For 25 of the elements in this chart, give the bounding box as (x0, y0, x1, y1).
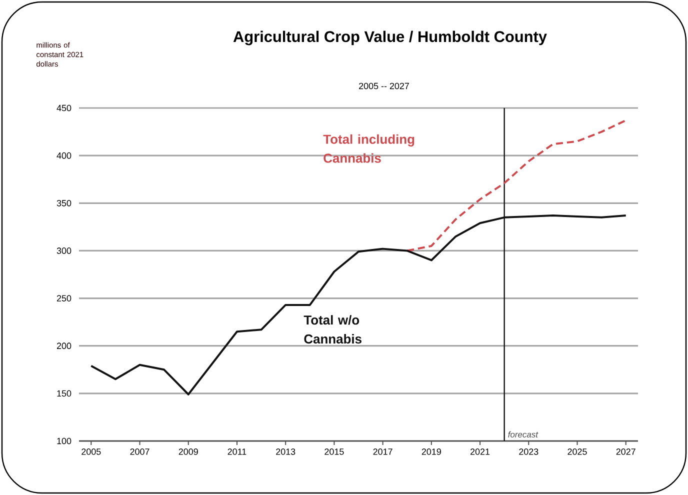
y-tick-label: 150 (57, 390, 72, 397)
x-tick-label: 2011 (228, 448, 246, 455)
x-tick-label: 2015 (324, 448, 344, 455)
x-tick-label: 2007 (130, 448, 150, 455)
x-tick-label: 2013 (276, 448, 296, 455)
x-tick-label: 2019 (422, 448, 441, 455)
y-tick-label: 350 (56, 200, 72, 206)
y-tick-label: 400 (56, 152, 72, 159)
x-tick-label: 2025 (568, 448, 587, 455)
text: Total including Cannabis (323, 134, 414, 163)
y-tick-label: 250 (56, 295, 72, 302)
x-tick-label: 2021 (470, 448, 490, 455)
x-tick-label: 2017 (373, 448, 392, 455)
chart-subtitle: 2005 -- 2027 (359, 82, 409, 90)
x-tick-label: 2023 (519, 448, 538, 455)
chart-title: Agricultural Crop Value / Humboldt County (233, 30, 547, 46)
ref-line-label: forecast (508, 431, 538, 438)
y-tick-label: 300 (56, 248, 72, 254)
y-tick-label: 100 (57, 438, 72, 444)
y-tick-label: 450 (56, 104, 72, 112)
series-label: Total w/o Cannabis (304, 315, 362, 344)
x-tick-label: 2009 (178, 448, 198, 455)
x-tick-label: 2027 (616, 448, 636, 455)
x-tick-label: 2005 (82, 448, 101, 455)
y-tick-label: 200 (56, 342, 72, 350)
